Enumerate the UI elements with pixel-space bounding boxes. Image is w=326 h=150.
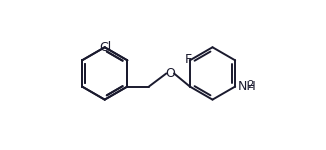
Text: F: F — [185, 53, 192, 66]
Text: 2: 2 — [247, 80, 254, 90]
Text: O: O — [165, 67, 175, 80]
Text: NH: NH — [237, 80, 256, 93]
Text: Cl: Cl — [99, 41, 111, 54]
